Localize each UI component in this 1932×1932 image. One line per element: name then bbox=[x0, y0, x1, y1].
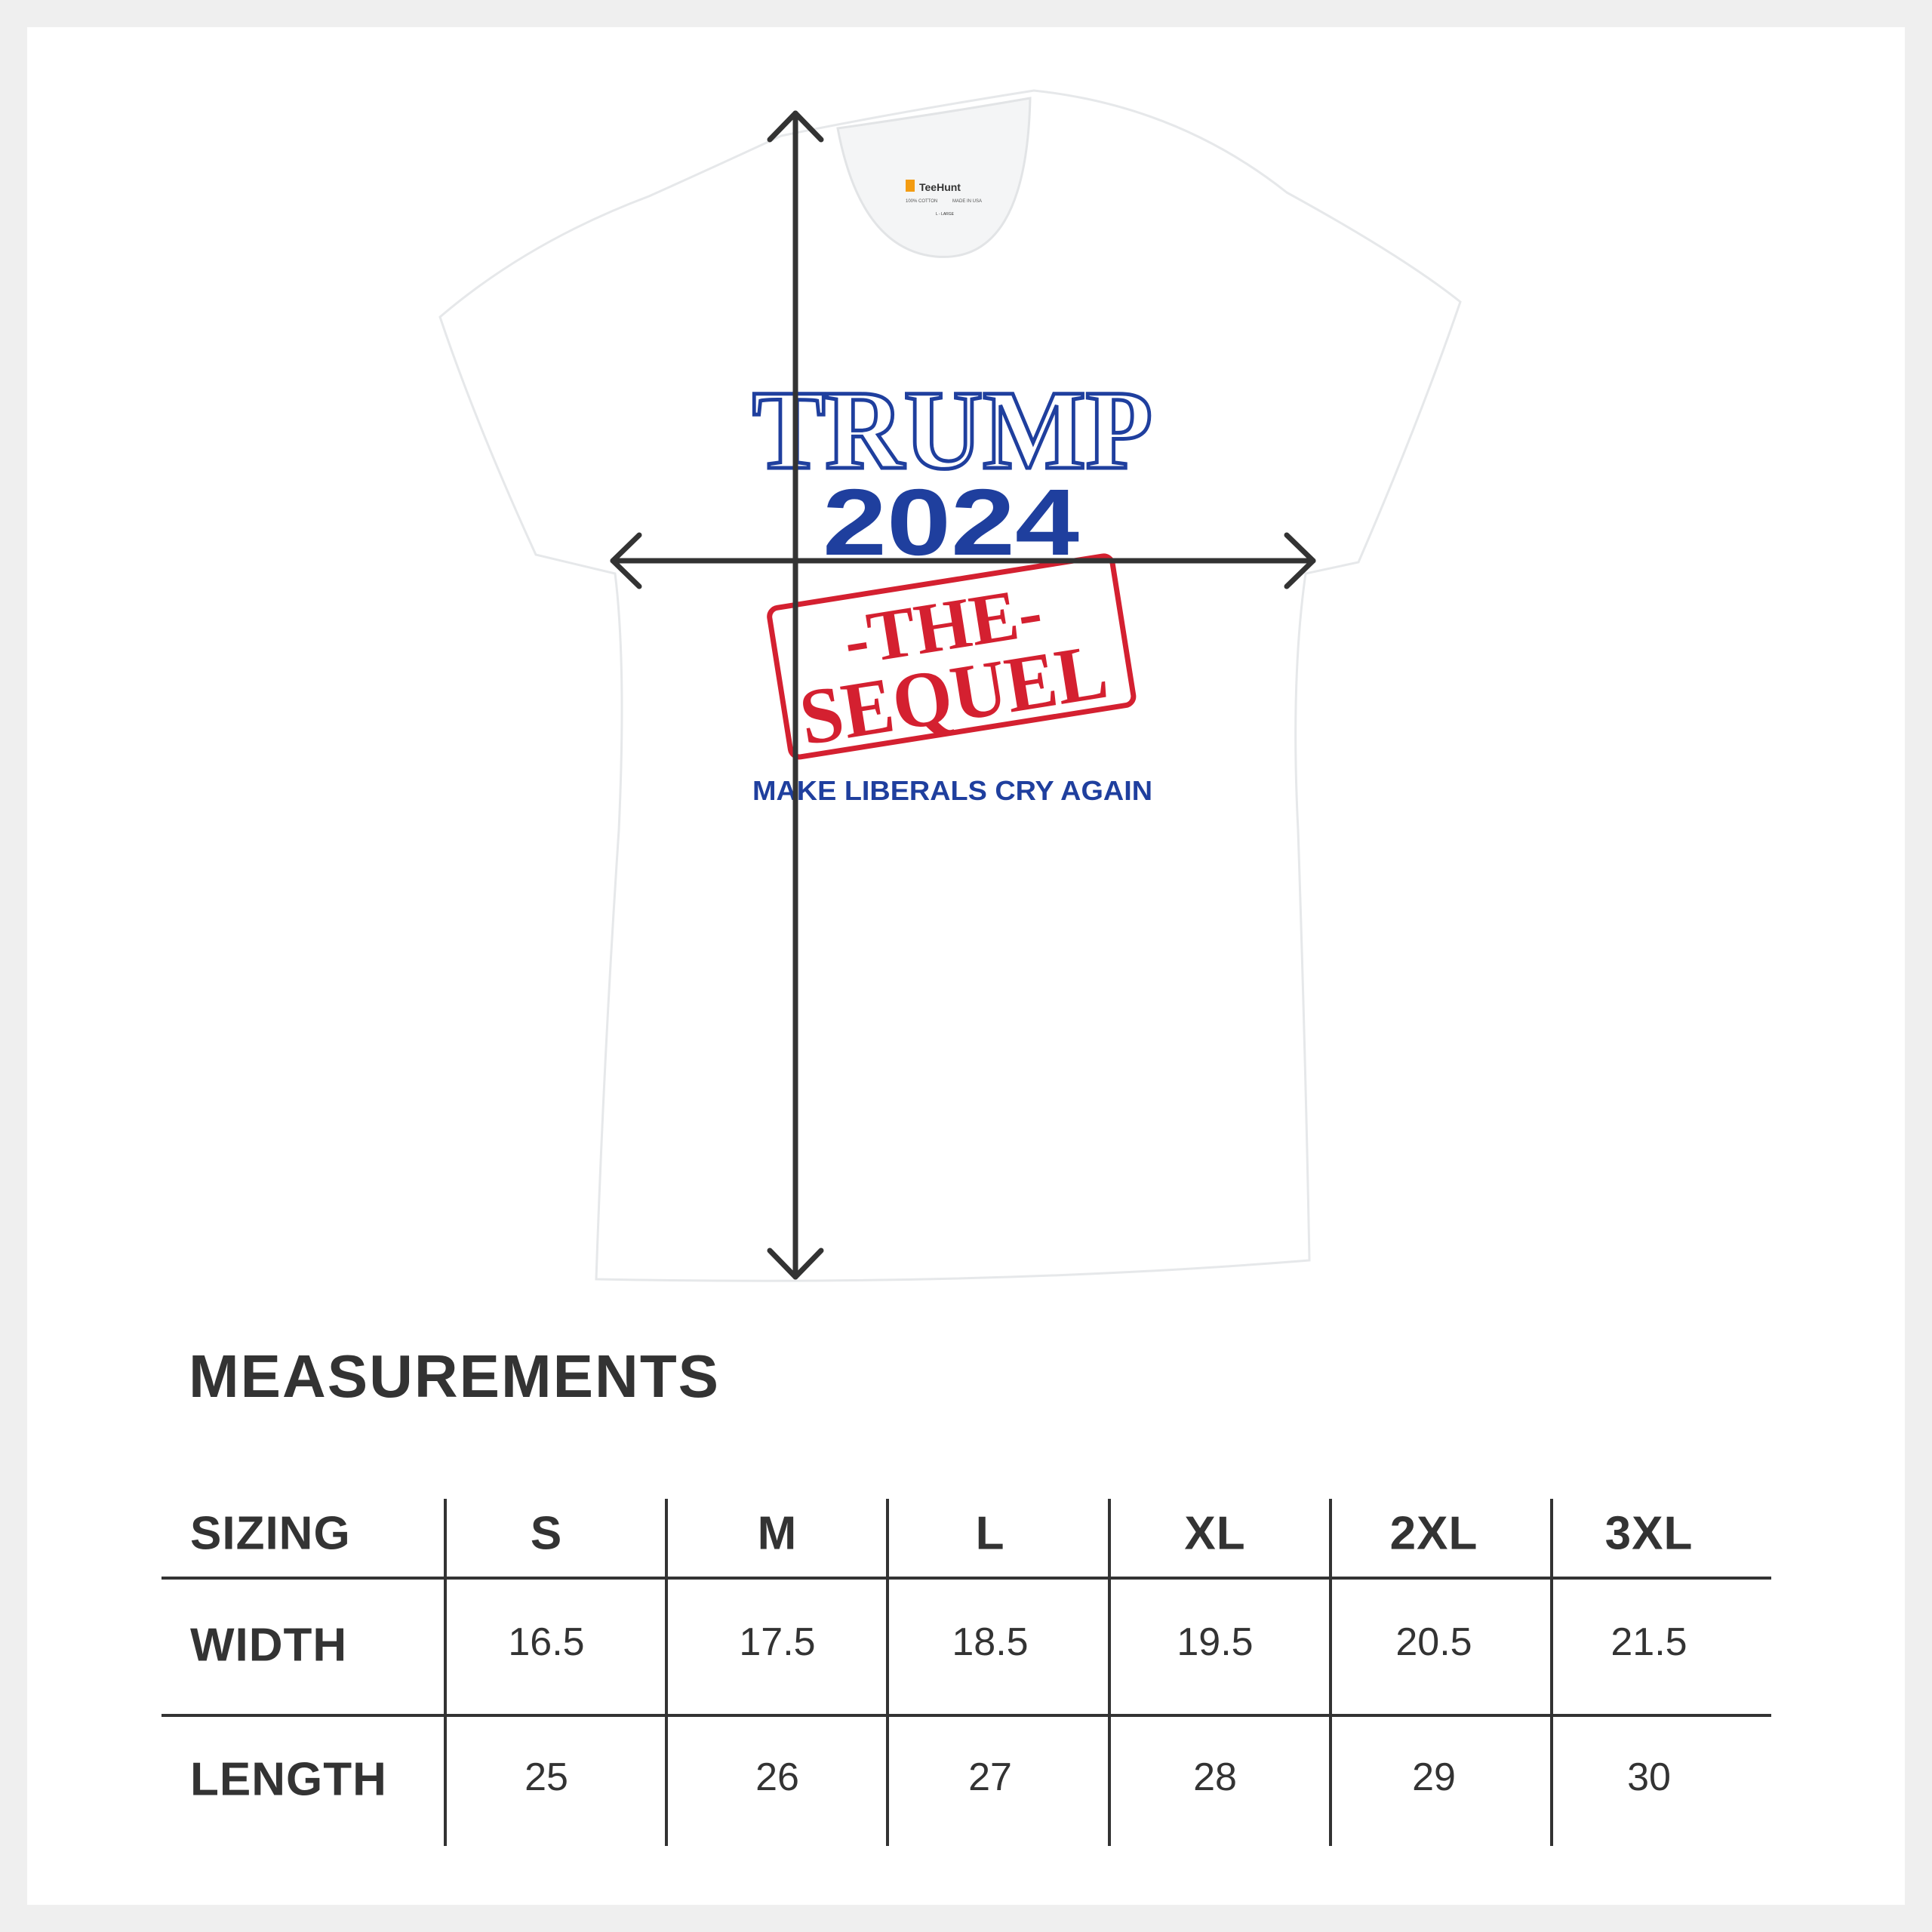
column-divider bbox=[886, 1499, 889, 1846]
measurements-title: MEASUREMENTS bbox=[189, 1343, 721, 1410]
label-cotton: 100% COTTON bbox=[906, 199, 937, 204]
design-2024: 2024 bbox=[823, 470, 1079, 575]
sizing-label: SIZING bbox=[190, 1507, 351, 1560]
length-label: LENGTH bbox=[190, 1753, 387, 1806]
table-divider bbox=[162, 1577, 1771, 1580]
neck-label: TeeHunt 100% COTTON MADE IN USA L - LARG… bbox=[906, 180, 982, 217]
width-value: 18.5 bbox=[952, 1620, 1029, 1664]
size-m: M bbox=[757, 1507, 798, 1560]
width-value: 19.5 bbox=[1177, 1620, 1254, 1664]
length-value: 26 bbox=[755, 1755, 799, 1799]
column-divider bbox=[665, 1499, 668, 1846]
size-s: S bbox=[530, 1507, 563, 1560]
teehunt-logo-icon bbox=[906, 180, 915, 192]
size-l: L bbox=[975, 1507, 1005, 1560]
column-divider bbox=[1108, 1499, 1111, 1846]
width-value: 20.5 bbox=[1395, 1620, 1472, 1664]
tshirt-image: TeeHunt 100% COTTON MADE IN USA L - LARG… bbox=[438, 89, 1462, 1282]
length-value: 30 bbox=[1627, 1755, 1671, 1799]
label-brand: TeeHunt bbox=[919, 181, 961, 193]
size-2xl: 2XL bbox=[1389, 1507, 1478, 1560]
length-value: 29 bbox=[1412, 1755, 1456, 1799]
length-value: 27 bbox=[968, 1755, 1012, 1799]
width-value: 17.5 bbox=[739, 1620, 816, 1664]
width-arrow bbox=[610, 532, 1316, 589]
label-size: L - LARGE bbox=[936, 212, 955, 217]
length-arrow bbox=[767, 110, 824, 1280]
length-value: 28 bbox=[1193, 1755, 1237, 1799]
width-value: 16.5 bbox=[508, 1620, 585, 1664]
column-divider bbox=[1550, 1499, 1553, 1846]
collar bbox=[836, 97, 1032, 258]
design-tagline: MAKE LIBERALS CRY AGAIN bbox=[752, 775, 1152, 806]
width-value: 21.5 bbox=[1611, 1620, 1687, 1664]
size-xl: XL bbox=[1184, 1507, 1246, 1560]
column-divider bbox=[1329, 1499, 1332, 1846]
size-3xl: 3XL bbox=[1604, 1507, 1694, 1560]
design-trump: TRUMP bbox=[752, 368, 1152, 493]
length-value: 25 bbox=[525, 1755, 568, 1799]
tshirt-body bbox=[438, 89, 1462, 1282]
width-label: WIDTH bbox=[190, 1619, 348, 1672]
label-made-in: MADE IN USA bbox=[952, 199, 982, 204]
table-divider bbox=[162, 1714, 1771, 1717]
column-divider bbox=[444, 1499, 447, 1846]
